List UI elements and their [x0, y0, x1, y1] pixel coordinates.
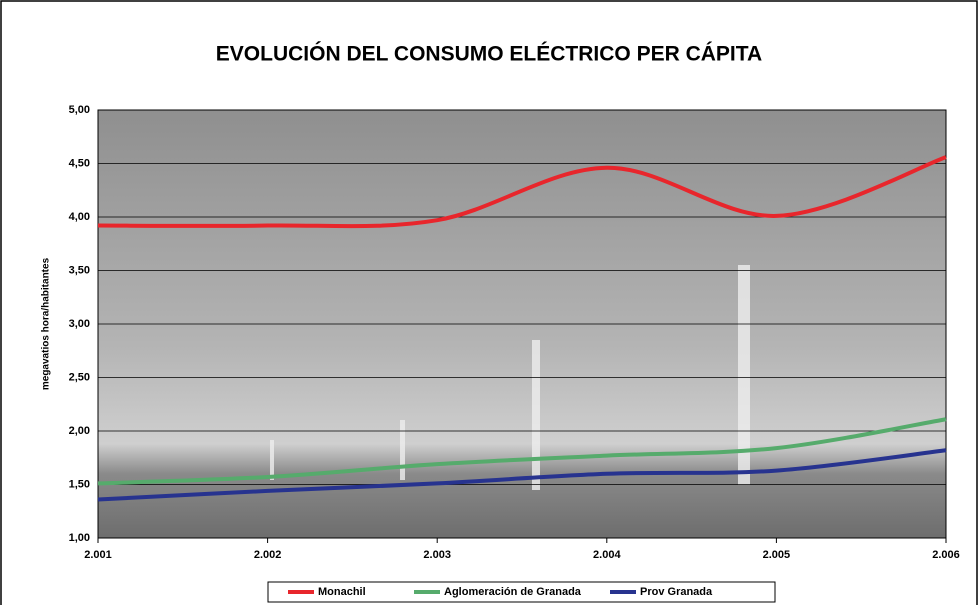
- legend-label: Monachil: [318, 586, 366, 598]
- y-tick-label: 1,00: [69, 532, 90, 544]
- y-tick-label: 1,50: [69, 478, 90, 490]
- x-tick-label: 2.003: [423, 549, 451, 561]
- x-tick-label: 2.006: [932, 549, 960, 561]
- y-tick-label: 4,50: [69, 157, 90, 169]
- y-tick-label: 2,00: [69, 425, 90, 437]
- y-tick-label: 3,50: [69, 264, 90, 276]
- y-axis-label: megavatios hora/habitantes: [41, 257, 52, 390]
- legend-label: Prov Granada: [640, 586, 713, 598]
- y-tick-label: 3,00: [69, 318, 90, 330]
- chart: EVOLUCIÓN DEL CONSUMO ELÉCTRICO PER CÁPI…: [0, 0, 978, 605]
- chart-title: EVOLUCIÓN DEL CONSUMO ELÉCTRICO PER CÁPI…: [216, 42, 762, 66]
- y-tick-label: 4,00: [69, 211, 90, 223]
- y-tick-label: 2,50: [69, 371, 90, 383]
- x-tick-label: 2.001: [84, 549, 112, 561]
- x-tick-label: 2.005: [763, 549, 791, 561]
- x-tick-label: 2.002: [254, 549, 282, 561]
- y-tick-label: 5,00: [69, 104, 90, 116]
- x-tick-label: 2.004: [593, 549, 621, 561]
- legend-label: Aglomeración de Granada: [444, 586, 582, 598]
